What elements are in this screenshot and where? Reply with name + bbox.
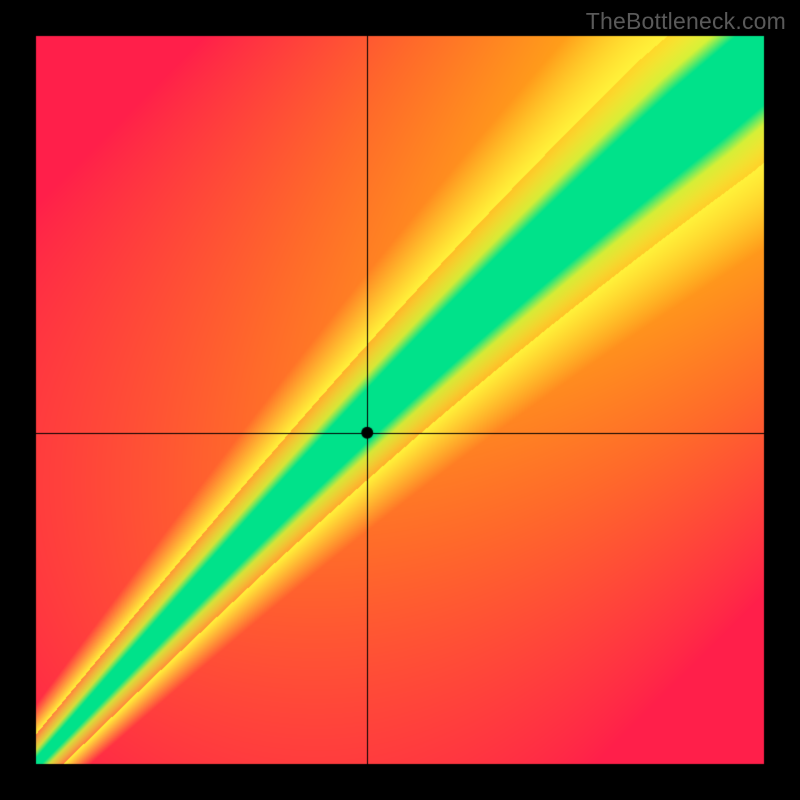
chart-container: TheBottleneck.com: [0, 0, 800, 800]
bottleneck-heatmap: [0, 0, 800, 800]
watermark-text: TheBottleneck.com: [586, 8, 786, 35]
